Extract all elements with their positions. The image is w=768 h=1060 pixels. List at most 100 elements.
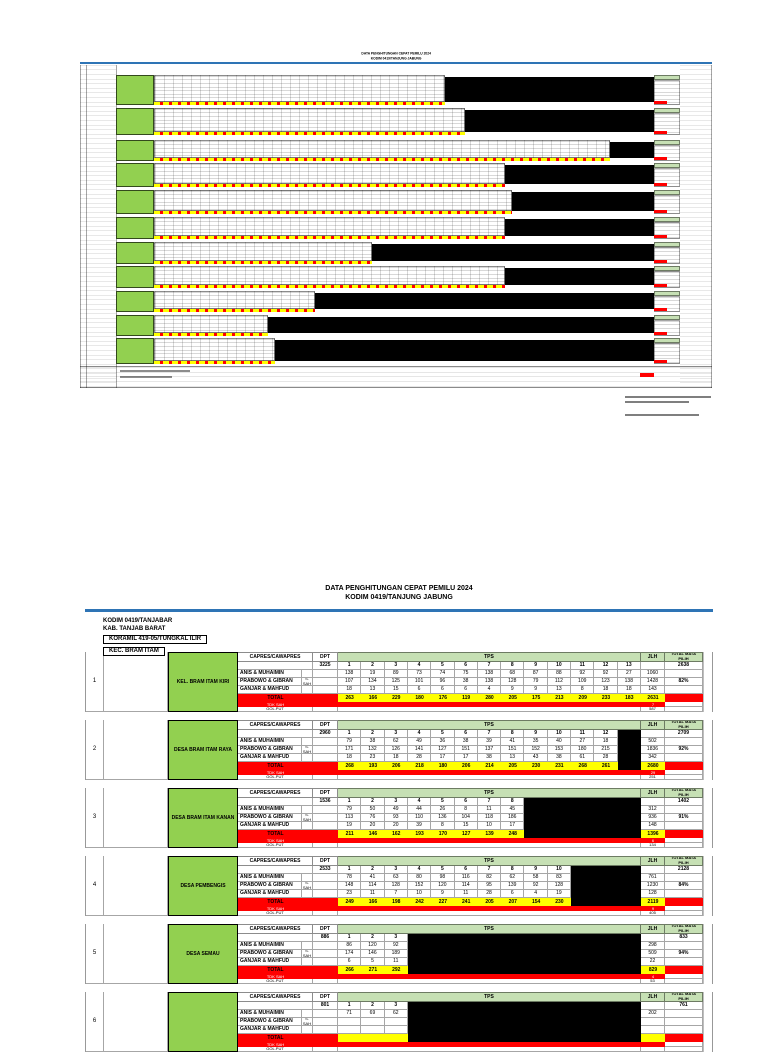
village-name-cell: DESA PEMBENGIS [168, 855, 238, 916]
total-value-cell: 242 [407, 897, 432, 906]
tdk-sah-cell [313, 905, 338, 911]
tdk-sah-cell [313, 701, 338, 707]
koramil-label: KORAMIL 419-05/TUNGKAL ILIR [103, 634, 208, 644]
mata-pilih-value: 2638 [664, 661, 703, 670]
block-number-cell: 4 [86, 855, 104, 916]
vote-value-cell: 116 [454, 873, 478, 882]
detail-sheet-page: DATA PENGHITUNGAN CEPAT PEMILU 2024 KODI… [85, 585, 713, 1060]
jlh-header: JLH [640, 651, 665, 662]
vote-value-cell: 38 [477, 753, 502, 762]
vote-value-cell: 49 [384, 805, 408, 814]
total-value-cell: 139 [477, 829, 502, 838]
empty-cell [313, 1046, 338, 1052]
empty-cell [302, 685, 313, 694]
gol-put-value [641, 1046, 665, 1052]
tdk-sah-cell [338, 837, 641, 843]
mini-mata-pilih-header [654, 266, 680, 271]
tps-header: TPS [338, 787, 641, 798]
total-value-cell: 229 [384, 693, 408, 702]
tps-number-cell: 9 [524, 661, 548, 670]
suara-sah-label: S. SAH [302, 813, 313, 822]
mini-blackout-region [275, 340, 654, 361]
total-value-cell [338, 1033, 362, 1042]
empty-cell [313, 842, 338, 848]
vote-value-cell: 9 [524, 685, 548, 694]
empty-cell [313, 685, 338, 694]
vote-value-cell: 136 [431, 813, 455, 822]
tdk-sah-value: 9 [640, 905, 665, 911]
mini-village-name-cell [116, 315, 154, 336]
total-value-cell: 231 [547, 761, 572, 770]
vote-value-cell: 75 [454, 669, 478, 678]
mini-red-cell [654, 332, 667, 335]
mini-mata-pilih-header [654, 190, 680, 195]
jlh-value: 1836 [640, 745, 665, 754]
mata-pilih-value: 2128 [664, 865, 703, 874]
mini-red-cell [654, 235, 667, 238]
mata-pilih-value: 2709 [664, 729, 703, 738]
empty-cell [665, 1009, 703, 1018]
total-value-cell: 205 [501, 761, 525, 770]
jlh-value: 148 [640, 821, 665, 830]
vote-value-cell: 41 [361, 873, 385, 882]
tps-number-cell: 6 [454, 865, 478, 874]
tps-number-cell: 3 [384, 661, 408, 670]
jlh-value: 312 [640, 805, 665, 814]
village-block: 2 DESA BRAM ITAM RAYA CAPRES/CAWAPRES DPT TP… [85, 719, 713, 780]
empty-cell [313, 949, 338, 958]
empty-cell [238, 933, 313, 942]
candidate-label: PRABOWO & GIBRAN [238, 677, 302, 686]
total-mata-pilih-header: TOTAL MATA PILIH [664, 787, 703, 798]
dpt-header: DPT [313, 855, 338, 866]
mini-village-name-cell [116, 190, 154, 214]
empty-cell [302, 821, 313, 830]
sheet-edge-column [702, 855, 713, 916]
vote-value-cell: 43 [524, 753, 548, 762]
dpt-value: 801 [313, 1001, 338, 1010]
tps-header: TPS [338, 991, 641, 1002]
mini-total-row [154, 333, 268, 336]
mata-pilih-value: 761 [665, 1001, 703, 1010]
tps-number-cell: 2 [361, 865, 385, 874]
vote-value-cell: 63 [384, 873, 408, 882]
mini-red-cell [654, 210, 667, 213]
jlh-value [641, 1017, 665, 1026]
total-mata-pilih-header: TOTAL MATA PILIH [664, 719, 703, 730]
village-name-cell: KEL. BRAM ITAM KIRI [168, 651, 238, 712]
mini-mata-pilih-cells [654, 113, 680, 135]
jlh-value: 342 [640, 753, 665, 762]
vote-value-cell: 126 [384, 745, 408, 754]
total-row-cell [313, 897, 338, 906]
empty-cell [664, 910, 703, 916]
total-value-cell: 249 [338, 897, 362, 906]
tps-number-cell: 3 [384, 729, 408, 738]
sheet-edge-column [702, 719, 713, 780]
empty-cell [640, 729, 665, 738]
mini-mata-pilih-cells [654, 80, 680, 105]
dpt-header: DPT [313, 991, 338, 1002]
tps-number-cell: 3 [384, 865, 408, 874]
village-block: 5 DESA SEMAU CAPRES/CAWAPRES DPT TPS JLH TOTAL… [85, 923, 713, 984]
tps-number-cell: 1 [338, 1001, 362, 1010]
dpt-value: 1536 [313, 797, 338, 806]
vote-value-cell: 125 [384, 677, 408, 686]
mini-village-block [80, 242, 712, 264]
tps-number-cell: 10 [547, 865, 572, 874]
total-value-cell: 263 [338, 693, 362, 702]
kodim-label: KODIM 0419/TANJABAR [103, 617, 173, 624]
mini-row-lines-right [680, 65, 712, 388]
empty-cell [664, 905, 703, 911]
vote-value-cell: 138 [477, 669, 502, 678]
mini-total-row [154, 261, 372, 264]
village-block: 4 DESA PEMBENGIS CAPRES/CAWAPRES DPT TPS JLH T… [85, 855, 713, 916]
blackout-region [407, 933, 641, 974]
candidate-label: ANIS & MUHAIMIN [238, 941, 302, 950]
mini-village-block [80, 291, 712, 312]
empty-cell [313, 910, 338, 916]
mini-top-accent-bar [80, 62, 712, 64]
tps-number-cell: 8 [501, 729, 525, 738]
vote-value-cell: 27 [617, 669, 641, 678]
tps-number-cell: 5 [431, 729, 455, 738]
candidate-label: PRABOWO & GIBRAN [238, 813, 302, 822]
dpt-value: 3225 [313, 661, 338, 670]
